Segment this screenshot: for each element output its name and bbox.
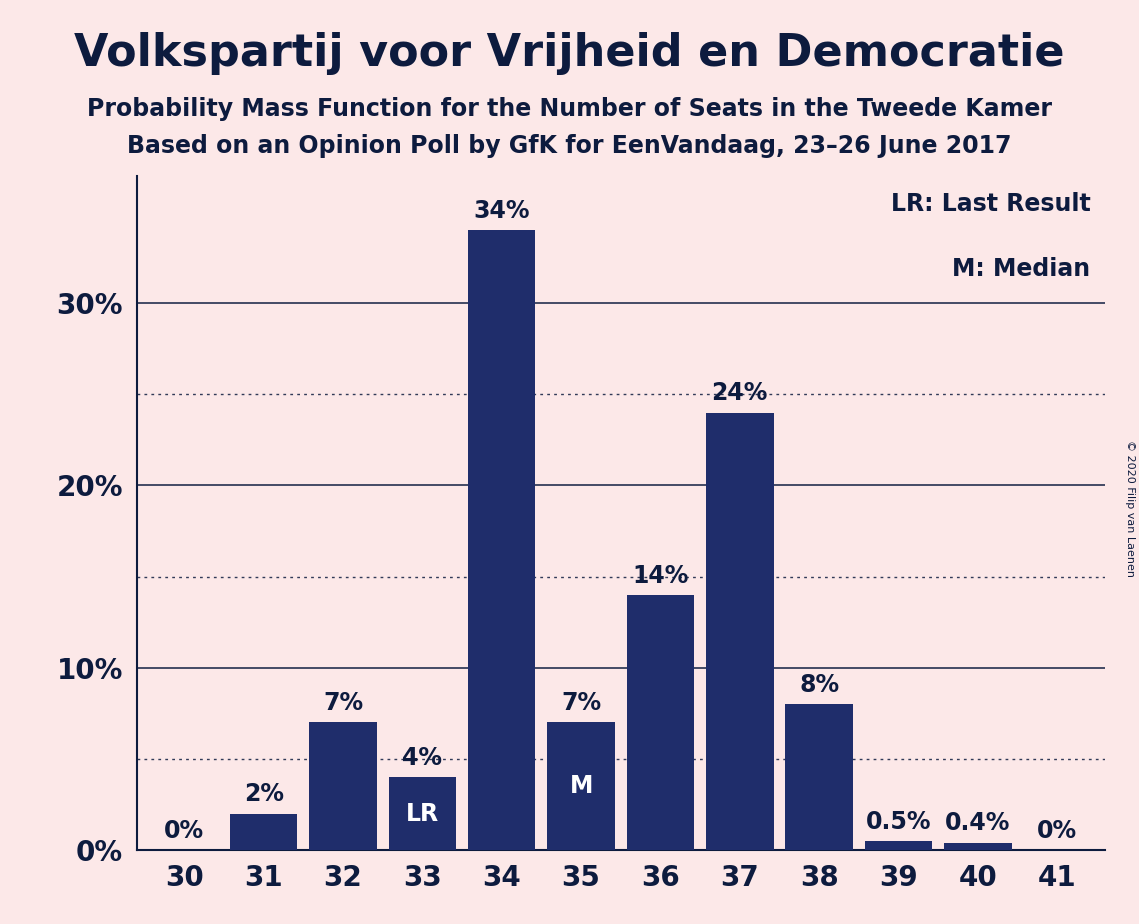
Bar [706,412,773,850]
Text: © 2020 Filip van Laenen: © 2020 Filip van Laenen [1125,440,1134,577]
Bar [230,814,297,850]
Text: Volkspartij voor Vrijheid en Democratie: Volkspartij voor Vrijheid en Democratie [74,32,1065,76]
Text: 0.5%: 0.5% [866,809,932,833]
Text: 4%: 4% [402,746,442,770]
Bar [388,777,456,850]
Text: 0%: 0% [1038,819,1077,843]
Text: Probability Mass Function for the Number of Seats in the Tweede Kamer: Probability Mass Function for the Number… [87,97,1052,121]
Bar [548,723,615,850]
Text: LR: Last Result: LR: Last Result [891,192,1090,216]
Bar [865,841,932,850]
Text: 14%: 14% [632,564,689,588]
Text: 7%: 7% [323,691,363,715]
Text: Based on an Opinion Poll by GfK for EenVandaag, 23–26 June 2017: Based on an Opinion Poll by GfK for EenV… [128,134,1011,158]
Bar [626,595,694,850]
Text: 2%: 2% [244,783,284,807]
Text: 7%: 7% [562,691,601,715]
Text: LR: LR [405,802,439,826]
Text: 34%: 34% [474,199,530,223]
Text: 0.4%: 0.4% [945,811,1010,835]
Bar [468,230,535,850]
Text: 0%: 0% [164,819,204,843]
Text: M: M [570,774,592,798]
Bar [944,843,1011,850]
Bar [786,704,853,850]
Text: 24%: 24% [712,382,768,406]
Bar [310,723,377,850]
Text: M: Median: M: Median [952,257,1090,281]
Text: 8%: 8% [800,673,839,697]
